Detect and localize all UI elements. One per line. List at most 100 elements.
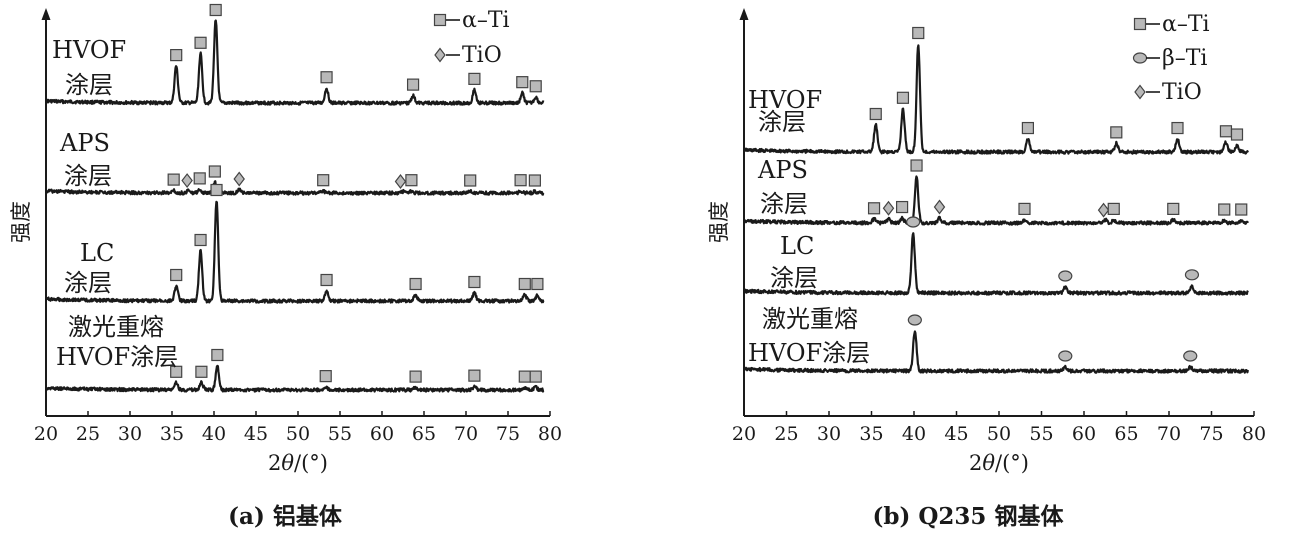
- series-label: APS: [59, 129, 110, 157]
- peak-marker-square: [210, 183, 223, 197]
- peak-marker-square: [317, 174, 330, 187]
- peak-marker-square: [1021, 121, 1035, 135]
- x-tick-label: 80: [1242, 423, 1266, 445]
- y-axis-title: 强度: [707, 201, 731, 243]
- series-line: [742, 330, 1249, 374]
- series-label: HVOF: [52, 36, 126, 64]
- x-tick-label: 40: [902, 423, 926, 445]
- peak-marker-square: [319, 370, 332, 383]
- series-line: [743, 232, 1249, 296]
- series-label: 涂层: [65, 71, 113, 99]
- x-tick-label: 70: [454, 423, 478, 445]
- x-tick-label: 65: [1114, 423, 1138, 445]
- peak-marker-square: [912, 26, 925, 40]
- panel-caption: (a) 铝基体: [228, 503, 343, 530]
- peak-marker-square: [409, 370, 422, 383]
- peak-marker-diamond: [933, 199, 946, 215]
- peak-marker-square: [529, 80, 542, 93]
- peak-marker-square: [211, 348, 224, 362]
- peak-marker-square: [170, 48, 183, 62]
- legend-marker-diamond: [434, 47, 446, 63]
- legend-marker-square: [433, 13, 447, 27]
- peak-marker-square: [1235, 203, 1248, 216]
- peak-marker-square: [529, 370, 542, 383]
- x-tick-label: 55: [1029, 423, 1053, 445]
- peak-marker-square: [867, 202, 881, 215]
- series-label: 涂层: [64, 269, 112, 297]
- peak-marker-square: [170, 365, 183, 378]
- x-axis-title: 2θ/(°): [969, 451, 1029, 475]
- x-tick-label: 30: [817, 423, 841, 445]
- series-label: HVOF涂层: [748, 339, 870, 367]
- peak-marker-circle: [1058, 350, 1073, 362]
- x-tick-label: 25: [76, 423, 100, 445]
- peak-marker-square: [869, 107, 882, 121]
- peak-marker-square: [320, 273, 333, 287]
- peak-marker-square: [518, 277, 531, 291]
- peak-marker-square: [406, 78, 420, 91]
- legend-label: TiO: [1162, 80, 1202, 105]
- peak-marker-square: [895, 200, 909, 214]
- series-label: HVOF: [748, 86, 822, 114]
- legend-label: TiO: [462, 43, 502, 68]
- peak-marker-circle: [1184, 269, 1200, 281]
- x-tick-label: 25: [774, 423, 798, 445]
- peak-marker-circle: [907, 314, 922, 326]
- peak-marker-square: [1230, 128, 1244, 141]
- chart-panel-a: 20 25 30 35 40 45 50 55 60 65 70 75 80 2θ/(°) 强度 (a) 铝基…: [9, 3, 562, 530]
- peak-marker-square: [464, 174, 477, 187]
- legend-marker-circle: [1132, 52, 1148, 64]
- peak-marker-square: [514, 174, 527, 187]
- series-line: [44, 180, 545, 196]
- peak-marker-diamond: [233, 171, 245, 187]
- peak-marker-square: [1110, 126, 1123, 139]
- peak-marker-square: [518, 370, 531, 383]
- y-axis-title: 强度: [9, 201, 33, 243]
- x-tick-label: 70: [1157, 423, 1181, 445]
- legend-label: α–Ti: [1162, 12, 1210, 37]
- peak-marker-square: [468, 275, 481, 289]
- x-tick-label: 55: [328, 423, 352, 445]
- x-tick-label: 75: [1199, 423, 1223, 445]
- chart-panel-b: 20 25 30 35 40 45 50 55 60 65 70 75 80 2θ/(°) 强度 (b) Q2…: [707, 8, 1266, 530]
- x-tick-label: 80: [538, 423, 562, 445]
- x-tick-label: 75: [496, 423, 520, 445]
- series-label: HVOF涂层: [56, 343, 178, 371]
- x-tick-label: 20: [34, 423, 58, 445]
- y-axis-arrow: [41, 8, 51, 20]
- series-label: LC: [80, 239, 114, 267]
- series-label: 涂层: [770, 264, 818, 292]
- peak-marker-circle: [906, 216, 921, 228]
- peak-marker-square: [910, 159, 923, 172]
- legend-label: β–Ti: [1162, 46, 1207, 71]
- series-label: APS: [757, 156, 808, 184]
- x-tick-label: 50: [987, 423, 1011, 445]
- panel-caption: (b) Q235 钢基体: [873, 503, 1065, 530]
- peak-marker-square: [409, 277, 422, 291]
- peak-marker-square: [896, 91, 910, 104]
- x-tick-label: 65: [412, 423, 436, 445]
- peak-marker-square: [1171, 121, 1184, 135]
- peak-marker-square: [1107, 202, 1120, 215]
- x-tick-label: 35: [859, 423, 883, 445]
- series-line: [742, 44, 1249, 155]
- peak-marker-square: [405, 174, 418, 187]
- peak-marker-square: [195, 365, 208, 378]
- peak-marker-circle: [1058, 270, 1073, 282]
- series-label: 激光重熔: [68, 313, 164, 341]
- peak-marker-square: [194, 36, 207, 49]
- peak-marker-square: [528, 174, 541, 187]
- peak-marker-square: [531, 277, 544, 291]
- legend-marker-diamond: [1134, 84, 1146, 100]
- series-line: [45, 19, 545, 106]
- x-tick-label: 60: [1072, 423, 1096, 445]
- series-line: [45, 200, 545, 304]
- peak-marker-circle: [1183, 350, 1198, 362]
- legend-label: α–Ti: [462, 8, 510, 33]
- peak-marker-square: [167, 173, 180, 186]
- series-label: 涂层: [760, 190, 808, 218]
- legend-marker-square: [1133, 17, 1147, 31]
- y-axis-arrow: [739, 8, 749, 20]
- peak-marker-diamond: [181, 173, 193, 189]
